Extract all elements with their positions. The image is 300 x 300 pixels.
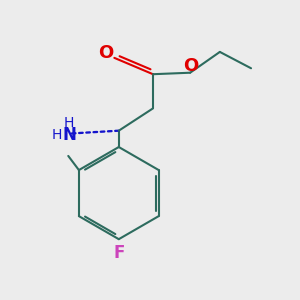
Text: O: O <box>183 57 198 75</box>
Text: H: H <box>51 128 62 142</box>
Text: O: O <box>98 44 114 62</box>
Text: H: H <box>64 116 74 130</box>
Text: N: N <box>62 126 76 144</box>
Text: F: F <box>113 244 124 262</box>
